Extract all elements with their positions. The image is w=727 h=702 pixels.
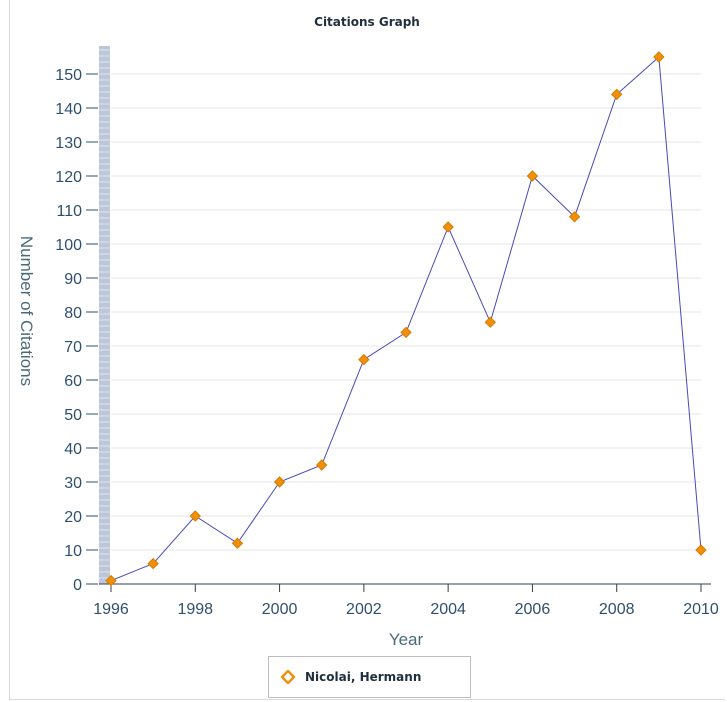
y-tick-label: 130: [55, 135, 82, 152]
y-axis-band: [99, 46, 711, 585]
chart-frame: [9, 0, 725, 700]
y-tick-label: 10: [64, 543, 82, 560]
series-layer: [105, 51, 707, 587]
x-tick-label: 2010: [683, 601, 719, 618]
x-tick-label: 2008: [599, 601, 635, 618]
data-point[interactable]: [568, 211, 581, 223]
x-tick-labels: 1996 1998 2000 2002 2004 2006 2008 2010: [93, 584, 719, 618]
data-point[interactable]: [316, 459, 328, 471]
data-point[interactable]: [695, 544, 707, 556]
y-tick-label: 30: [64, 475, 82, 492]
legend[interactable]: Nicolai, Hermann: [268, 656, 471, 698]
y-tick-label: 70: [64, 339, 82, 356]
data-point[interactable]: [147, 557, 159, 570]
y-tick-label: 110: [56, 203, 82, 220]
chart-title: Citations Graph: [314, 15, 420, 29]
x-axis-title: Year: [389, 630, 424, 649]
y-tick-label: 100: [55, 237, 82, 254]
data-point[interactable]: [400, 326, 412, 339]
y-tick-label: 60: [64, 373, 82, 390]
y-tick-label: 0: [73, 577, 82, 594]
y-tick-labels: 0 10 20 30 40 50 60 70 80 90 100 110 120 130 140 150: [55, 67, 98, 594]
data-point[interactable]: [484, 316, 496, 328]
y-tick-label: 120: [55, 169, 82, 186]
data-point[interactable]: [526, 170, 539, 182]
x-tick-label: 2002: [346, 601, 382, 618]
y-tick-label: 140: [55, 101, 82, 118]
legend-diamond-icon: [277, 670, 299, 684]
y-tick-label: 40: [64, 441, 82, 458]
data-point[interactable]: [442, 221, 454, 233]
data-point[interactable]: [611, 88, 623, 101]
x-tick-label: 1998: [177, 601, 213, 618]
data-point[interactable]: [653, 51, 665, 63]
data-point[interactable]: [231, 537, 244, 549]
y-axis-title: Number of Citations: [17, 236, 36, 386]
y-tick-label: 80: [64, 305, 82, 322]
data-point[interactable]: [105, 574, 117, 587]
x-tick-label: 2004: [430, 601, 466, 618]
data-point[interactable]: [273, 476, 286, 488]
x-tick-label: 2006: [515, 601, 551, 618]
data-point[interactable]: [189, 510, 201, 522]
y-tick-label: 90: [64, 271, 82, 288]
legend-series-label: Nicolai, Hermann: [305, 670, 422, 684]
y-tick-label: 20: [64, 509, 82, 526]
x-tick-label: 2000: [262, 601, 298, 618]
data-point[interactable]: [358, 353, 370, 366]
grid-lines: [111, 73, 701, 551]
y-axis-band-rect: [99, 46, 110, 584]
x-tick-label: 1996: [93, 601, 129, 618]
series-line: [110, 55, 702, 582]
y-tick-label: 50: [64, 407, 82, 424]
y-tick-label: 150: [55, 67, 82, 84]
